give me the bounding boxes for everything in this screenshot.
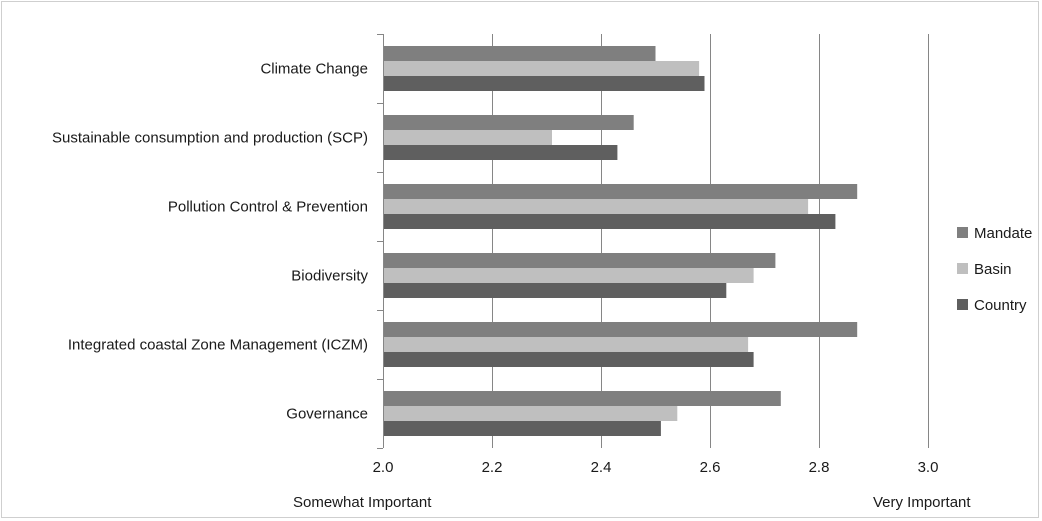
category-label: Pollution Control & Prevention [168,199,368,216]
bar-mandate [383,184,858,199]
x-tick-label: 2.8 [809,459,830,476]
x-axis-right-annotation: Very Important [873,494,971,511]
category-label: Integrated coastal Zone Management (ICZM… [68,337,368,354]
x-tick-label: 2.2 [482,459,503,476]
x-tick-label: 2.4 [591,459,612,476]
category-label: Climate Change [260,61,368,78]
bar-mandate [383,253,776,268]
bar-basin [383,199,809,214]
bar-mandate [383,391,781,406]
bar-basin [383,337,749,352]
legend-swatch-mandate [957,227,968,238]
bar-country [383,421,661,436]
legend-swatch-country [957,299,968,310]
legend-label-basin: Basin [974,261,1012,278]
bar-mandate [383,322,858,337]
x-axis-left-annotation: Somewhat Important [293,494,432,511]
category-label: Governance [286,406,368,423]
x-tick-label: 2.0 [373,459,394,476]
bar-basin [383,130,552,145]
bar-basin [383,268,754,283]
bar-mandate [383,46,656,61]
bar-country [383,214,836,229]
legend-label-mandate: Mandate [974,225,1032,242]
x-tick-label: 3.0 [918,459,939,476]
x-tick-label: 2.6 [700,459,721,476]
legend-label-country: Country [974,297,1027,314]
category-label: Sustainable consumption and production (… [52,130,368,147]
bar-country [383,145,618,160]
bar-country [383,352,754,367]
legend-swatch-basin [957,263,968,274]
bar-country [383,76,705,91]
bar-basin [383,406,678,421]
category-label: Biodiversity [291,268,368,285]
bar-mandate [383,115,634,130]
bar-basin [383,61,700,76]
bar-country [383,283,727,298]
